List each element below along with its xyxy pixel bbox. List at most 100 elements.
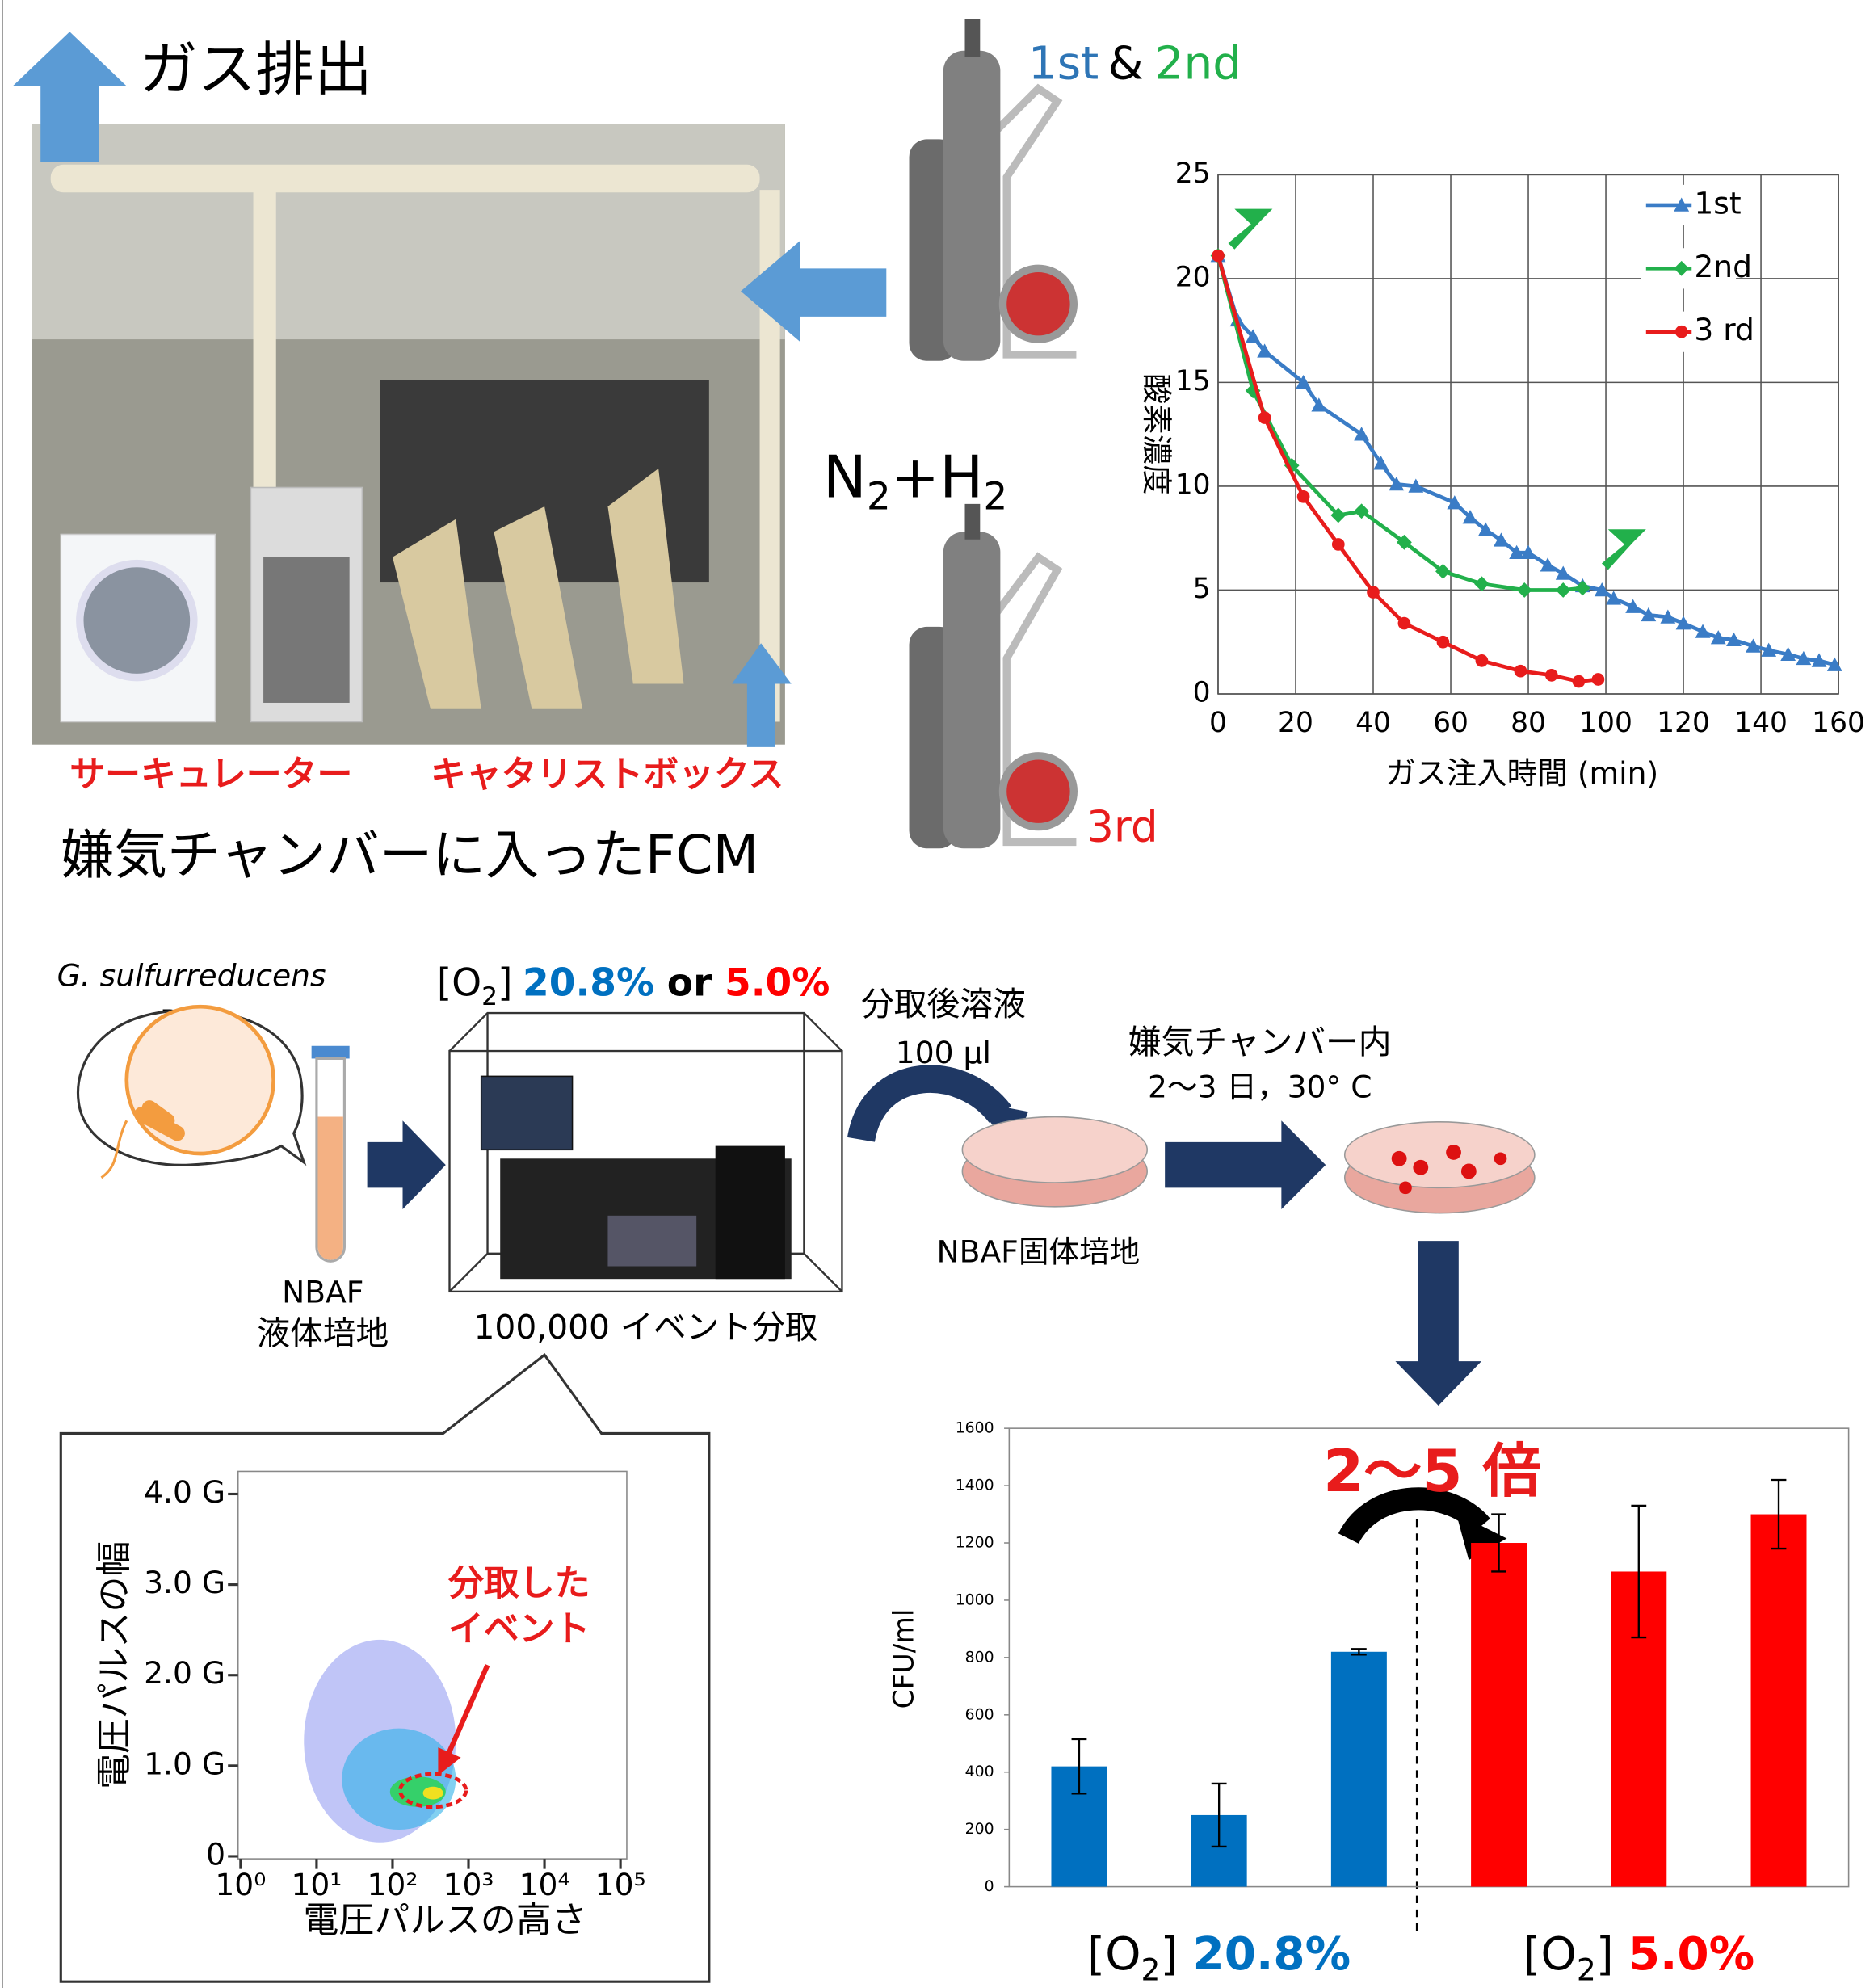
colony — [1494, 1152, 1507, 1165]
legend-label: 3 rd — [1694, 312, 1754, 347]
y-tick-label: 20 — [1175, 261, 1211, 293]
group-sub: 2 — [1141, 1952, 1161, 1987]
annotation: 分取した — [447, 1563, 590, 1604]
tube-medium — [317, 1117, 342, 1260]
y-tick-label: 0 — [1193, 676, 1211, 708]
y-tick-label: 0 — [206, 1836, 225, 1872]
marker — [1515, 665, 1527, 678]
annotation: 2～5 倍 — [1323, 1438, 1541, 1506]
cylinder-valve — [964, 19, 980, 57]
fcm-panel — [607, 1216, 696, 1267]
marker — [1398, 617, 1411, 630]
colony — [1399, 1181, 1412, 1194]
medium: NBAF — [282, 1275, 363, 1310]
colony — [1413, 1160, 1428, 1175]
photo-frame-pipe — [51, 165, 760, 192]
marker — [1545, 669, 1558, 682]
plate-medium: NBAF固体培地 — [937, 1234, 1141, 1269]
o2-prefix: [O — [437, 960, 481, 1005]
group-prefix: [O — [1523, 1927, 1576, 1980]
label-amp: & — [1108, 37, 1144, 90]
marker — [1367, 586, 1380, 599]
y-tick-label: 200 — [965, 1821, 994, 1838]
circulator-label: サーキュレーター — [69, 754, 352, 795]
photo-ceiling — [32, 124, 785, 339]
marker — [1592, 673, 1605, 686]
catalyst-label: キャタリストボックス — [431, 754, 784, 795]
y-tick-label: 3.0 G — [144, 1565, 225, 1600]
legend-label: 2nd — [1694, 249, 1752, 284]
x-tick-label: 10⁵ — [595, 1867, 646, 1902]
sort-events: 100,000 イベント分取 — [473, 1308, 817, 1347]
x-tick-label: 40 — [1355, 707, 1391, 739]
density-cloud — [304, 1640, 456, 1843]
marker — [1297, 490, 1310, 503]
group-value: 5.0% — [1628, 1927, 1754, 1980]
gas-sub: 2 — [867, 474, 891, 519]
legend-marker — [1675, 326, 1688, 338]
annotation: イベント — [448, 1608, 590, 1650]
x-tick-label: 160 — [1812, 707, 1865, 739]
marker — [1437, 636, 1450, 649]
page: ガス排出 サーキュレーター キャタリストボックス 嫌気チャンバーに入ったFCM … — [0, 0, 1874, 1988]
marker — [1332, 538, 1345, 551]
marker — [1573, 675, 1586, 688]
bar — [1471, 1543, 1527, 1887]
cell — [127, 1007, 274, 1154]
o2-sub: 2 — [481, 982, 498, 1011]
x-tick-label: 80 — [1511, 707, 1546, 739]
gas-n: N — [823, 444, 867, 512]
y-axis-title: CFU/ml — [888, 1609, 920, 1709]
fcm-monitor — [481, 1076, 573, 1150]
x-tick-label: 10¹ — [291, 1867, 342, 1902]
y-tick-label: 10 — [1175, 469, 1211, 501]
group-prefix: [O — [1087, 1927, 1141, 1980]
organism: G. sulfurreducens — [57, 958, 326, 994]
legend-label: 1st — [1694, 185, 1741, 221]
gas-plus: +H — [891, 444, 984, 512]
marker — [1212, 250, 1225, 263]
y-tick-label: 400 — [965, 1763, 994, 1780]
label-2nd: 2nd — [1155, 37, 1242, 90]
gas-sub: 2 — [983, 474, 1007, 519]
x-tick-label: 100 — [1579, 707, 1632, 739]
group-label: [O2] 20.8% — [1087, 1927, 1351, 1987]
y-tick-label: 15 — [1175, 365, 1211, 397]
x-tick-label: 20 — [1278, 707, 1313, 739]
y-tick-label: 0 — [985, 1878, 994, 1895]
x-axis-title: ガス注入時間 (min) — [1385, 755, 1658, 791]
petri-dish-top — [962, 1117, 1147, 1183]
y-tick-label: 600 — [965, 1706, 994, 1723]
group-value: 20.8% — [1192, 1927, 1351, 1980]
incubation-place: 嫌気チャンバー内 — [1128, 1023, 1392, 1061]
figure: ガス排出 サーキュレーター キャタリストボックス 嫌気チャンバーに入ったFCM … — [0, 0, 1874, 1988]
y-tick-label: 1000 — [956, 1591, 994, 1608]
label-3rd: 3rd — [1086, 801, 1158, 851]
marker — [1258, 411, 1271, 424]
fan — [80, 564, 194, 678]
x-tick-label: 10⁴ — [519, 1867, 570, 1902]
group-sub: 2 — [1577, 1952, 1596, 1987]
marker — [1476, 654, 1489, 667]
x-tick-label: 60 — [1433, 707, 1469, 739]
x-tick-label: 10³ — [443, 1867, 494, 1902]
y-tick-label: 1600 — [956, 1420, 994, 1437]
o2-value: 20.8% — [523, 960, 654, 1005]
fcm-unit — [716, 1146, 785, 1280]
y-tick-label: 5 — [1193, 573, 1211, 605]
y-tick-label: 2.0 G — [144, 1655, 225, 1691]
tube-cap — [312, 1046, 350, 1059]
gas-formula: N2+H2 — [823, 444, 1007, 519]
x-tick-label: 140 — [1734, 707, 1788, 739]
colony — [1446, 1145, 1461, 1160]
y-tick-label: 25 — [1175, 158, 1211, 190]
x-tick-label: 0 — [1209, 707, 1227, 739]
x-tick-label: 10⁰ — [215, 1867, 266, 1902]
exhaust-label: ガス排出 — [139, 36, 372, 104]
y-tick-label: 1.0 G — [144, 1746, 225, 1781]
cylinder-body — [943, 532, 1001, 848]
cylinder-body — [943, 51, 1001, 361]
cloud-peak — [423, 1787, 443, 1800]
group-bracket: ] — [1596, 1927, 1628, 1980]
group-label: [O2] 5.0% — [1523, 1927, 1754, 1987]
